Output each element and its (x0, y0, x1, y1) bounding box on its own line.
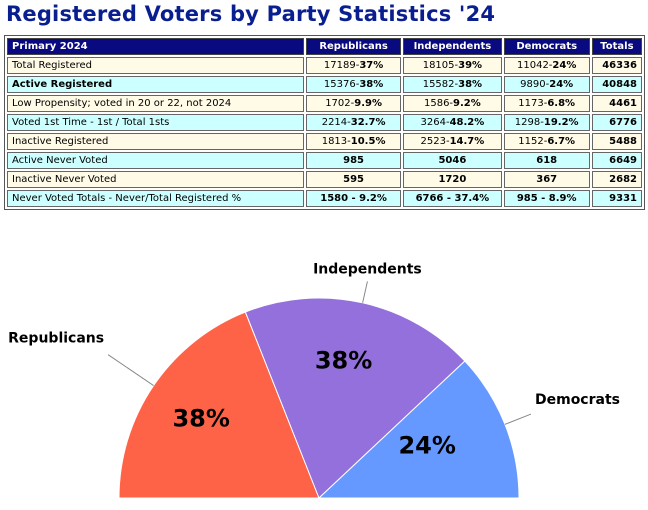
cell-republicans: 985 (305, 152, 402, 169)
cell-republicans: 595 (305, 171, 402, 188)
cell-total: 6649 (591, 152, 642, 169)
header-republicans: Republicans (305, 38, 402, 55)
cell-democrats: 9890-24% (503, 76, 590, 93)
cell-independents: 15582-38% (403, 76, 502, 93)
cell-republicans: 1702-9.9% (305, 95, 402, 112)
cell-republicans: 15376-38% (305, 76, 402, 93)
row-label: Low Propensity; voted in 20 or 22, not 2… (7, 95, 304, 112)
row-label: Voted 1st Time - 1st / Total 1sts (7, 114, 304, 131)
row-label: Never Voted Totals - Never/Total Registe… (7, 190, 304, 207)
cell-total: 4461 (591, 95, 642, 112)
callout-line-republicans (107, 354, 154, 386)
table-row: Never Voted Totals - Never/Total Registe… (7, 190, 642, 207)
cell-democrats: 618 (503, 152, 590, 169)
cell-independents: 1720 (403, 171, 502, 188)
cell-independents: 3264-48.2% (403, 114, 502, 131)
cell-independents: 5046 (403, 152, 502, 169)
cell-total: 46336 (591, 57, 642, 74)
cell-total: 40848 (591, 76, 642, 93)
cell-total: 6776 (591, 114, 642, 131)
cell-democrats: 1152-6.7% (503, 133, 590, 150)
data-label-independents: 38% (315, 346, 372, 374)
callout-line-democrats (504, 413, 532, 425)
cell-independents: 18105-39% (403, 57, 502, 74)
row-label: Active Never Voted (7, 152, 304, 169)
table-row: Active Never Voted 985 5046 618 6649 (7, 152, 642, 169)
cell-total: 9331 (591, 190, 642, 207)
cell-total: 2682 (591, 171, 642, 188)
cell-republicans: 1813-10.5% (305, 133, 402, 150)
table-header-row: Primary 2024 Republicans Independents De… (7, 38, 642, 55)
page-title: Registered Voters by Party Statistics '2… (6, 2, 496, 26)
cell-republicans: 2214-32.7% (305, 114, 402, 131)
row-label: Inactive Registered (7, 133, 304, 150)
table-row: Active Registered 15376-38% 15582-38% 9890-… (7, 76, 642, 93)
table-row: Voted 1st Time - 1st / Total 1sts 2214-32… (7, 114, 642, 131)
stats-table: Primary 2024 Republicans Independents De… (4, 35, 645, 210)
table-row: Inactive Registered 1813-10.5% 2523-14.7% 1… (7, 133, 642, 150)
header-democrats: Democrats (503, 38, 590, 55)
cell-republicans: 1580 - 9.2% (305, 190, 402, 207)
data-label-republicans: 38% (172, 404, 229, 432)
cell-democrats: 985 - 8.9% (503, 190, 590, 207)
legend-label-republicans: Republicans (8, 331, 104, 347)
cell-independents: 2523-14.7% (403, 133, 502, 150)
pie-slice-independents (244, 297, 466, 499)
cell-democrats: 1173-6.8% (503, 95, 590, 112)
legend-label-independents: Independents (313, 261, 422, 277)
table-row: Total Registered 17189-37% 18105-39% 11042-… (7, 57, 642, 74)
pie-slice-democrats (317, 360, 520, 499)
callout-line-independents (362, 281, 368, 303)
header-primary-2024: Primary 2024 (7, 38, 304, 55)
legend-label-democrats: Democrats (535, 392, 620, 408)
row-label: Active Registered (7, 76, 304, 93)
header-totals: Totals (591, 38, 642, 55)
cell-total: 5488 (591, 133, 642, 150)
pie-slice-republicans (118, 311, 320, 499)
row-label: Inactive Never Voted (7, 171, 304, 188)
data-label-democrats: 24% (398, 431, 455, 459)
cell-independents: 1586-9.2% (403, 95, 502, 112)
cell-republicans: 17189-37% (305, 57, 402, 74)
table-row: Inactive Never Voted 595 1720 367 2682 (7, 171, 642, 188)
cell-democrats: 1298-19.2% (503, 114, 590, 131)
header-independents: Independents (403, 38, 502, 55)
row-label: Total Registered (7, 57, 304, 74)
cell-independents: 6766 - 37.4% (403, 190, 502, 207)
cell-democrats: 11042-24% (503, 57, 590, 74)
cell-democrats: 367 (503, 171, 590, 188)
table-row: Low Propensity; voted in 20 or 22, not 2… (7, 95, 642, 112)
